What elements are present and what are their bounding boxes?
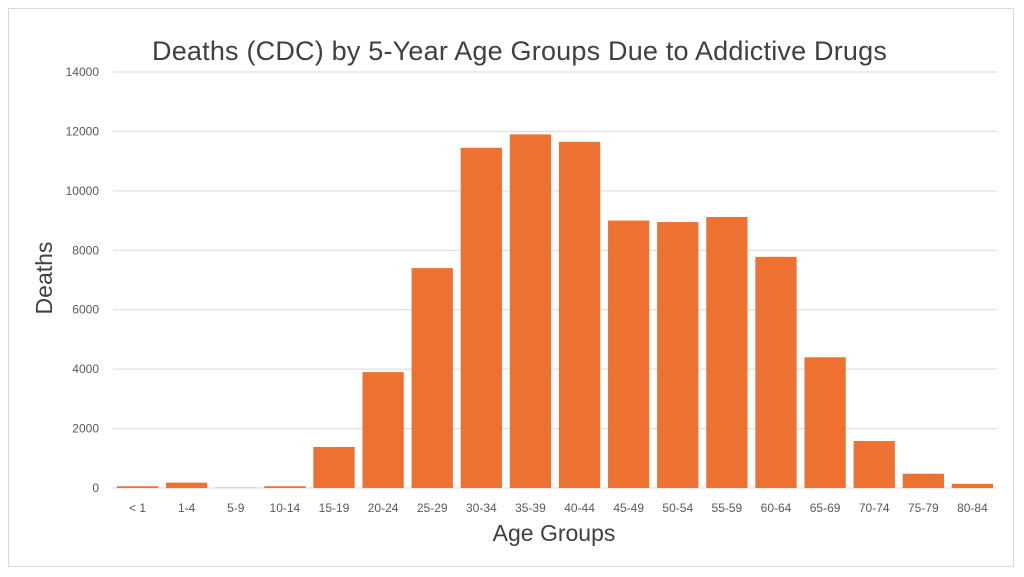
gridlines (113, 71, 997, 489)
y-tick-label: 12000 (66, 124, 100, 138)
bar (853, 441, 895, 488)
bar (264, 486, 306, 488)
x-tick-label: 5-9 (227, 501, 245, 515)
y-tick-label: 0 (92, 481, 99, 495)
y-tick-label: 14000 (66, 65, 100, 79)
x-tick-label: 55-59 (712, 501, 743, 515)
bar (558, 141, 601, 489)
x-tick-label: 65-69 (810, 501, 841, 515)
bar (411, 268, 453, 488)
x-tick-label: 30-34 (466, 501, 497, 515)
bar (755, 256, 797, 488)
x-tick-label: 1-4 (178, 501, 196, 515)
bar (951, 483, 994, 488)
x-tick-label: 15-19 (319, 501, 350, 515)
bar (509, 134, 552, 488)
bar (166, 482, 208, 488)
x-axis-label: Age Groups (492, 520, 616, 546)
bar (657, 222, 699, 489)
y-tick-label: 6000 (72, 303, 99, 317)
bar (902, 473, 944, 488)
bar (116, 486, 159, 488)
bars (116, 134, 994, 489)
y-tick-label: 4000 (72, 362, 99, 376)
x-tick-label: 50-54 (662, 501, 693, 515)
x-tick-labels: < 1 1-4 5-9 10-14 15-19 20-24 25-29 30-34 35-39 4… (129, 501, 988, 515)
bar (313, 446, 355, 488)
x-tick-label: 60-64 (761, 501, 792, 515)
y-tick-label: 8000 (72, 243, 99, 257)
y-tick-label: 2000 (72, 422, 99, 436)
x-tick-label: 25-29 (417, 501, 448, 515)
x-tick-label: 75-79 (908, 501, 939, 515)
bar (460, 147, 502, 488)
x-tick-label: 45-49 (613, 501, 644, 515)
x-tick-label: 40-44 (564, 501, 595, 515)
x-tick-label: 80-84 (957, 501, 988, 515)
bar (804, 357, 846, 488)
x-tick-label: 20-24 (368, 501, 399, 515)
x-tick-label: 10-14 (270, 501, 301, 515)
x-tick-label: 35-39 (515, 501, 546, 515)
x-tick-label: 70-74 (859, 501, 890, 515)
y-axis-label: Deaths (31, 241, 57, 315)
y-tick-labels: 0 2000 4000 6000 8000 10000 12000 14000 (66, 65, 100, 495)
bar (362, 372, 404, 488)
bar (706, 217, 748, 488)
x-tick-label: < 1 (129, 501, 146, 515)
y-tick-label: 10000 (66, 184, 100, 198)
chart-title: Deaths (CDC) by 5-Year Age Groups Due to… (152, 36, 888, 66)
bar (608, 220, 650, 489)
